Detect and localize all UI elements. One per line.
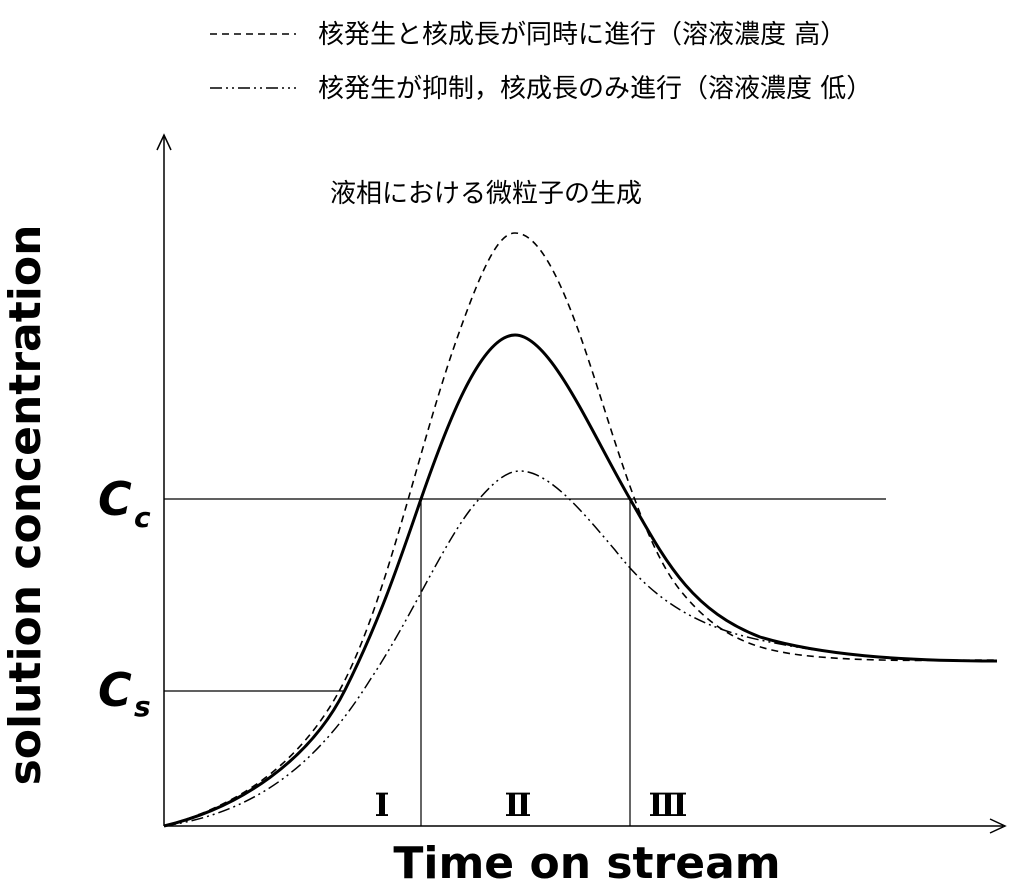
legend: 核発生と核成長が同時に進行（溶液濃度 高） 核発生が抑制，核成長のみ進行（溶液濃… bbox=[210, 20, 872, 104]
curve-high-concentration bbox=[163, 232, 998, 827]
cc-label-main: C bbox=[98, 472, 132, 526]
x-axis-title: Time on stream bbox=[393, 838, 780, 889]
legend-item-low: 核発生が抑制，核成長のみ進行（溶液濃度 低） bbox=[318, 74, 872, 104]
curve-standard bbox=[163, 333, 998, 828]
diagram-title: 液相における微粒子の生成 bbox=[330, 179, 642, 209]
cs-label-main: C bbox=[98, 663, 132, 717]
region-label-3: Ⅲ bbox=[649, 786, 688, 824]
x-axis-arrow bbox=[989, 818, 1007, 834]
y-axis-title: solution concentration bbox=[0, 225, 51, 786]
level-label-cc: C c bbox=[98, 472, 151, 534]
cs-label-sub: s bbox=[134, 690, 151, 723]
reference-lines bbox=[164, 498, 886, 826]
cc-label-sub: c bbox=[134, 501, 151, 534]
legend-item-high: 核発生と核成長が同時に進行（溶液濃度 高） bbox=[318, 20, 846, 50]
region-label-2: Ⅱ bbox=[505, 786, 532, 824]
curve-low-concentration bbox=[163, 470, 998, 827]
y-axis-arrow bbox=[156, 133, 172, 151]
region-label-1: Ⅰ bbox=[375, 786, 390, 824]
axes bbox=[156, 133, 1007, 834]
level-label-cs: C s bbox=[98, 663, 151, 723]
